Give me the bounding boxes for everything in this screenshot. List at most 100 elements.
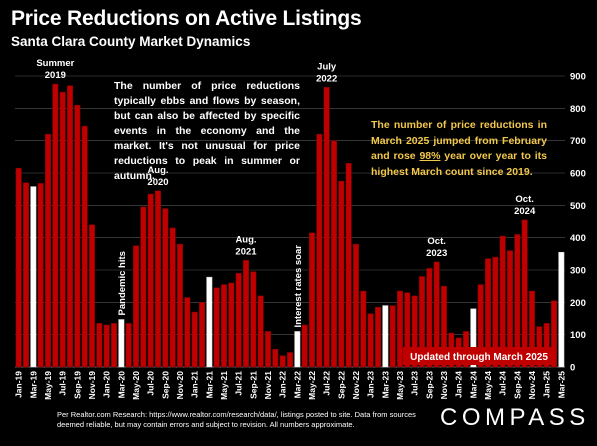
y-tick-label: 700 [570,136,586,147]
bar [360,290,367,368]
march-note-pre: The number of price reductions in March … [371,119,547,162]
y-tick-label: 100 [570,330,586,341]
x-tick-label: Jan-19 [14,371,24,398]
x-tick-label: Jul-20 [146,371,156,396]
bar [169,227,176,368]
bar [397,290,403,368]
peak-annotation: Oct. [515,194,533,205]
bar [536,326,543,368]
bar [243,260,249,368]
bar [147,193,154,368]
x-tick-label: Jul-21 [234,371,244,396]
bar [477,284,484,368]
bar [419,276,425,368]
peak-annotation: 2022 [316,73,337,84]
bar [59,91,66,368]
peak-annotation: 2020 [147,177,168,188]
bar [507,250,513,368]
peak-annotation: Aug. [147,165,168,176]
bar [492,256,499,368]
compass-logo: COMPASS [440,404,590,431]
bar [23,182,29,368]
bar [367,313,374,368]
peak-annotation: Summer [36,58,74,69]
bar [338,180,345,368]
bar-march [294,331,301,368]
y-tick-label: 400 [570,233,586,244]
bar [103,324,110,368]
bar [89,224,95,368]
bar [81,125,88,368]
bar [140,206,147,368]
bar [177,243,183,368]
peak-annotation: Oct. [427,236,445,247]
bar [529,290,535,368]
bar [155,190,161,368]
bar [551,300,557,368]
x-tick-label: Sep-23 [424,371,434,399]
x-tick-label: Jul-22 [322,371,332,396]
bar [411,295,418,368]
x-tick-label: Nov-19 [87,371,97,400]
x-tick-label: Sep-22 [336,371,346,399]
event-annotation: Pandemic hits [117,251,128,315]
x-tick-label: Jan-22 [278,371,288,398]
bar [74,104,81,368]
x-tick-label: May-24 [483,371,493,400]
bar-march [118,319,125,368]
x-tick-label: Mar-22 [292,371,302,399]
peak-annotation: 2024 [514,206,536,217]
y-tick-label: 800 [570,104,586,115]
x-tick-label: May-20 [131,371,141,400]
x-tick-label: Jul-23 [410,371,420,396]
peak-annotation: Aug. [235,234,256,245]
x-tick-label: May-19 [43,371,53,400]
x-tick-label: Nov-22 [351,371,361,400]
x-tick-label: May-22 [307,371,317,400]
bar [199,302,205,368]
y-tick-label: 200 [570,298,586,309]
bar [228,282,235,368]
x-tick-label: Nov-24 [527,371,537,400]
x-tick-label: Sep-20 [160,371,170,399]
bar [375,306,381,368]
march-note-percent: 98% [419,150,441,162]
bar [389,305,396,368]
bar [353,243,359,368]
march-note-post: year over year to its highest March coun… [371,150,548,178]
bar [15,167,22,368]
bar [45,133,51,368]
bar [345,163,352,368]
bar [37,183,44,368]
bar [272,348,279,368]
bar [96,323,103,368]
bar [485,258,491,368]
source-footnote: Per Realtor.com Research: https://www.re… [57,410,416,429]
x-tick-label: Jan-21 [190,371,200,398]
bar [235,272,242,368]
bar [250,271,257,368]
x-tick-label: Mar-20 [116,371,126,399]
bar [257,295,264,368]
bar [213,287,220,368]
peak-annotation: 2021 [235,246,257,257]
bar [404,292,411,368]
bar-march [206,276,213,368]
x-tick-label: Mar-19 [28,371,38,399]
peak-annotation: 2019 [45,70,66,81]
x-tick-label: Sep-19 [72,371,82,399]
bar [279,355,286,368]
bar [543,323,550,368]
y-tick-label: 500 [570,201,586,212]
peak-annotation: 2023 [426,248,447,259]
bar [287,352,293,368]
bar [221,284,227,368]
bar [133,245,139,368]
bar [111,323,117,368]
bar [514,234,521,368]
bar-march [30,186,37,368]
x-tick-label: Mar-23 [380,371,390,399]
march-note: The number of price reductions in March … [371,118,547,180]
bar [323,87,330,368]
